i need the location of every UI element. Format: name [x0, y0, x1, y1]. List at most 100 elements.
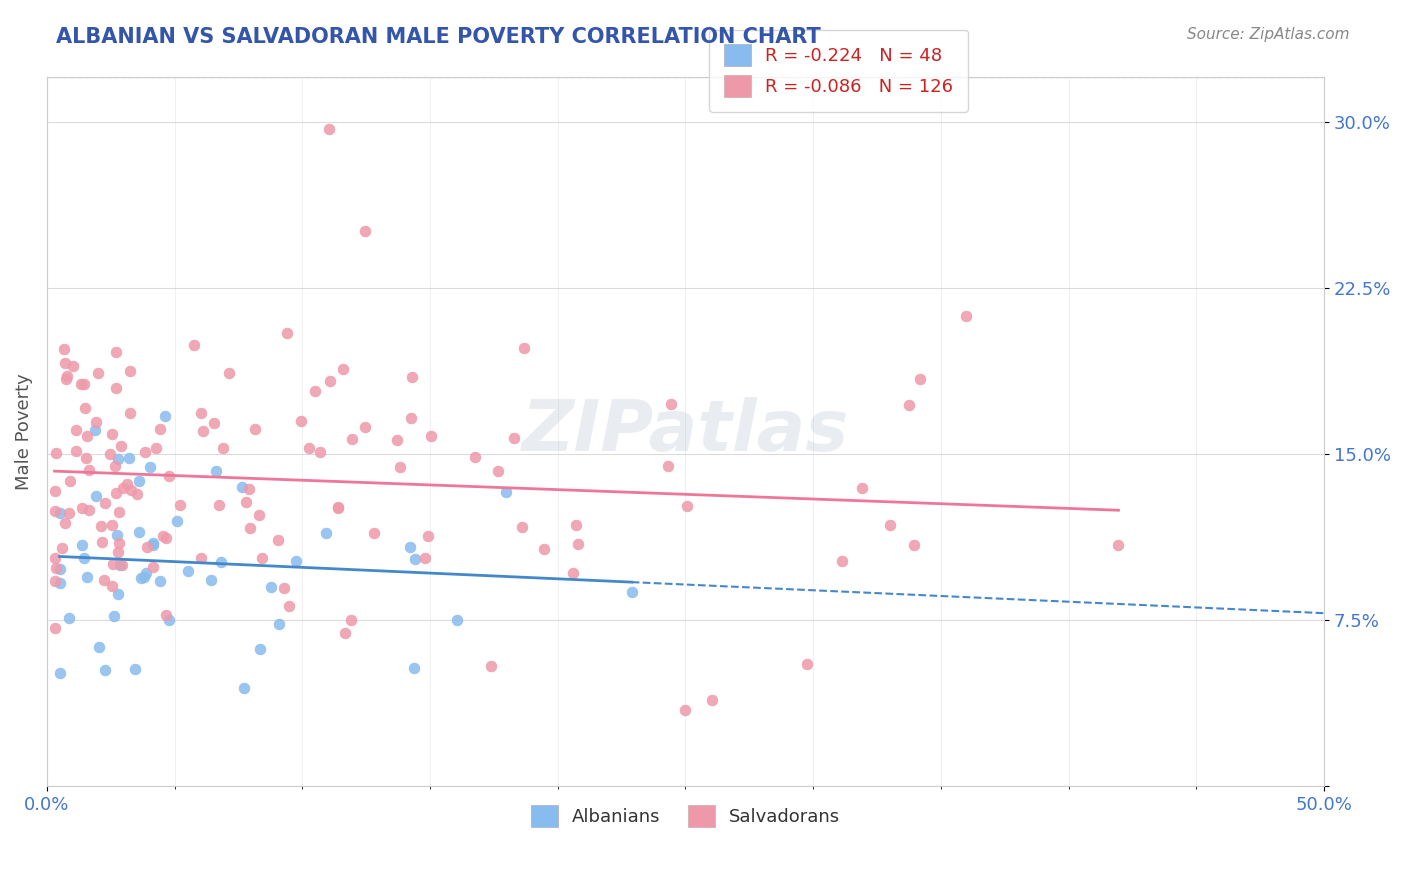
Text: ALBANIAN VS SALVADORAN MALE POVERTY CORRELATION CHART: ALBANIAN VS SALVADORAN MALE POVERTY CORR… — [56, 27, 821, 46]
Point — [166, 514, 188, 528]
Point — [277, 599, 299, 613]
Point — [139, 459, 162, 474]
Point — [58, 506, 80, 520]
Point — [673, 703, 696, 717]
Point — [84, 415, 107, 429]
Point — [231, 480, 253, 494]
Point — [267, 533, 290, 548]
Point — [420, 429, 443, 443]
Point — [93, 574, 115, 588]
Point — [117, 451, 139, 466]
Point — [127, 487, 149, 501]
Point — [90, 518, 112, 533]
Point — [44, 574, 66, 588]
Point — [44, 483, 66, 498]
Point — [339, 614, 361, 628]
Point — [48, 665, 70, 680]
Point — [276, 326, 298, 341]
Point — [290, 414, 312, 428]
Text: Source: ZipAtlas.com: Source: ZipAtlas.com — [1187, 27, 1350, 42]
Point — [218, 367, 240, 381]
Point — [104, 459, 127, 474]
Point — [659, 397, 682, 411]
Point — [76, 428, 98, 442]
Point — [83, 423, 105, 437]
Point — [107, 451, 129, 466]
Point — [108, 505, 131, 519]
Point — [129, 571, 152, 585]
Point — [202, 416, 225, 430]
Point — [333, 625, 356, 640]
Point — [250, 551, 273, 566]
Point — [62, 359, 84, 374]
Point — [104, 345, 127, 359]
Point — [70, 538, 93, 552]
Point — [69, 377, 91, 392]
Point — [48, 506, 70, 520]
Point — [59, 475, 82, 489]
Point — [53, 355, 76, 369]
Point — [561, 566, 583, 580]
Point — [260, 580, 283, 594]
Point — [152, 529, 174, 543]
Point — [124, 662, 146, 676]
Point — [851, 481, 873, 495]
Point — [157, 469, 180, 483]
Point — [51, 541, 73, 555]
Point — [389, 460, 412, 475]
Point — [404, 661, 426, 675]
Point — [73, 401, 96, 416]
Point — [239, 521, 262, 535]
Point — [190, 405, 212, 419]
Point — [354, 420, 377, 434]
Point — [105, 527, 128, 541]
Point — [94, 496, 117, 510]
Point — [315, 525, 337, 540]
Point — [86, 366, 108, 380]
Point — [142, 538, 165, 552]
Point — [503, 431, 526, 445]
Point — [155, 531, 177, 545]
Point — [404, 551, 426, 566]
Point — [318, 122, 340, 136]
Point — [75, 450, 97, 465]
Point — [363, 526, 385, 541]
Point — [479, 658, 502, 673]
Point — [128, 524, 150, 539]
Point — [44, 621, 66, 635]
Point — [101, 557, 124, 571]
Point — [308, 445, 330, 459]
Point — [108, 536, 131, 550]
Point — [903, 538, 925, 552]
Point — [135, 566, 157, 581]
Point — [183, 338, 205, 352]
Point — [955, 309, 977, 323]
Point — [98, 446, 121, 460]
Point — [107, 545, 129, 559]
Point — [249, 642, 271, 657]
Point — [149, 422, 172, 436]
Point — [413, 550, 436, 565]
Point — [118, 364, 141, 378]
Point — [76, 570, 98, 584]
Point — [77, 502, 100, 516]
Point — [353, 224, 375, 238]
Point — [285, 554, 308, 568]
Point — [273, 581, 295, 595]
Point — [267, 616, 290, 631]
Point — [232, 681, 254, 695]
Point — [176, 564, 198, 578]
Point — [657, 459, 679, 474]
Point — [45, 446, 67, 460]
Point — [142, 536, 165, 550]
Point — [105, 381, 128, 395]
Point — [118, 406, 141, 420]
Point — [235, 495, 257, 509]
Point — [44, 551, 66, 566]
Y-axis label: Male Poverty: Male Poverty — [15, 374, 32, 491]
Point — [100, 426, 122, 441]
Point — [103, 608, 125, 623]
Point — [209, 555, 232, 569]
Point — [44, 504, 66, 518]
Point — [298, 441, 321, 455]
